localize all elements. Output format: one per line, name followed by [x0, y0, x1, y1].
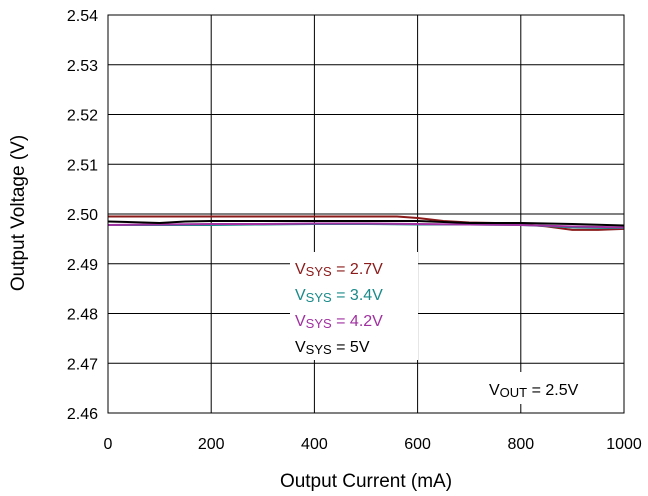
series-layer — [107, 215, 625, 231]
legend-entry-sub: SYS — [306, 290, 332, 305]
vout-annotation-sub: OUT — [500, 385, 528, 400]
x-tick-label: 0 — [104, 436, 113, 453]
y-tick-label: 2.54 — [67, 8, 98, 25]
y-tick-label: 2.50 — [67, 207, 98, 224]
legend-entry-main: V — [295, 287, 306, 304]
y-tick-label: 2.47 — [67, 356, 98, 373]
vout-annotation-rest: = 2.5V — [527, 382, 578, 399]
legend-entry-4: VSYS = 5V — [295, 339, 370, 357]
legend-entry-sub: SYS — [306, 316, 332, 331]
plot-frame — [107, 14, 625, 414]
legend-entry-main: V — [295, 339, 306, 356]
legend-entry-2: VSYS = 3.4V — [295, 287, 383, 305]
legend-entry-3: VSYS = 4.2V — [295, 313, 383, 331]
legend-entry-rest: = 4.2V — [332, 313, 383, 330]
x-tick-labels: 0 200 400 600 800 1000 — [104, 436, 642, 453]
legend-background — [290, 252, 418, 360]
x-axis-title: Output Current (mA) — [280, 471, 452, 492]
x-tick-label: 400 — [301, 436, 328, 453]
legend-entry-rest: = 2.7V — [332, 261, 383, 278]
annotation-background — [480, 372, 620, 404]
vout-annotation: VOUT = 2.5V — [489, 382, 579, 400]
y-tick-labels: 2.46 2.47 2.48 2.49 2.50 2.51 2.52 2.53 2.54 — [67, 8, 98, 423]
y-tick-label: 2.51 — [67, 157, 98, 174]
legend-entry-1: VSYS = 2.7V — [295, 261, 383, 279]
y-tick-label: 2.48 — [67, 307, 98, 324]
y-tick-label: 2.46 — [67, 406, 98, 423]
legend-entry-rest: = 3.4V — [332, 287, 383, 304]
legend-entry-main: V — [295, 313, 306, 330]
legend-entry-sub: SYS — [306, 264, 332, 279]
y-tick-label: 2.52 — [67, 108, 98, 125]
y-axis-title: Output Voltage (V) — [8, 135, 29, 291]
vout-annotation-main: V — [489, 382, 500, 399]
legend-entry-sub: SYS — [306, 342, 332, 357]
x-tick-label: 1000 — [606, 436, 642, 453]
x-tick-label: 200 — [198, 436, 225, 453]
legend-entry-rest: = 5V — [332, 339, 370, 356]
y-tick-label: 2.49 — [67, 257, 98, 274]
legend-entry-main: V — [295, 261, 306, 278]
x-tick-label: 600 — [404, 436, 431, 453]
series-line-3 — [107, 222, 625, 229]
x-tick-label: 800 — [507, 436, 534, 453]
y-tick-label: 2.53 — [67, 58, 98, 75]
series-line-4 — [107, 219, 625, 227]
